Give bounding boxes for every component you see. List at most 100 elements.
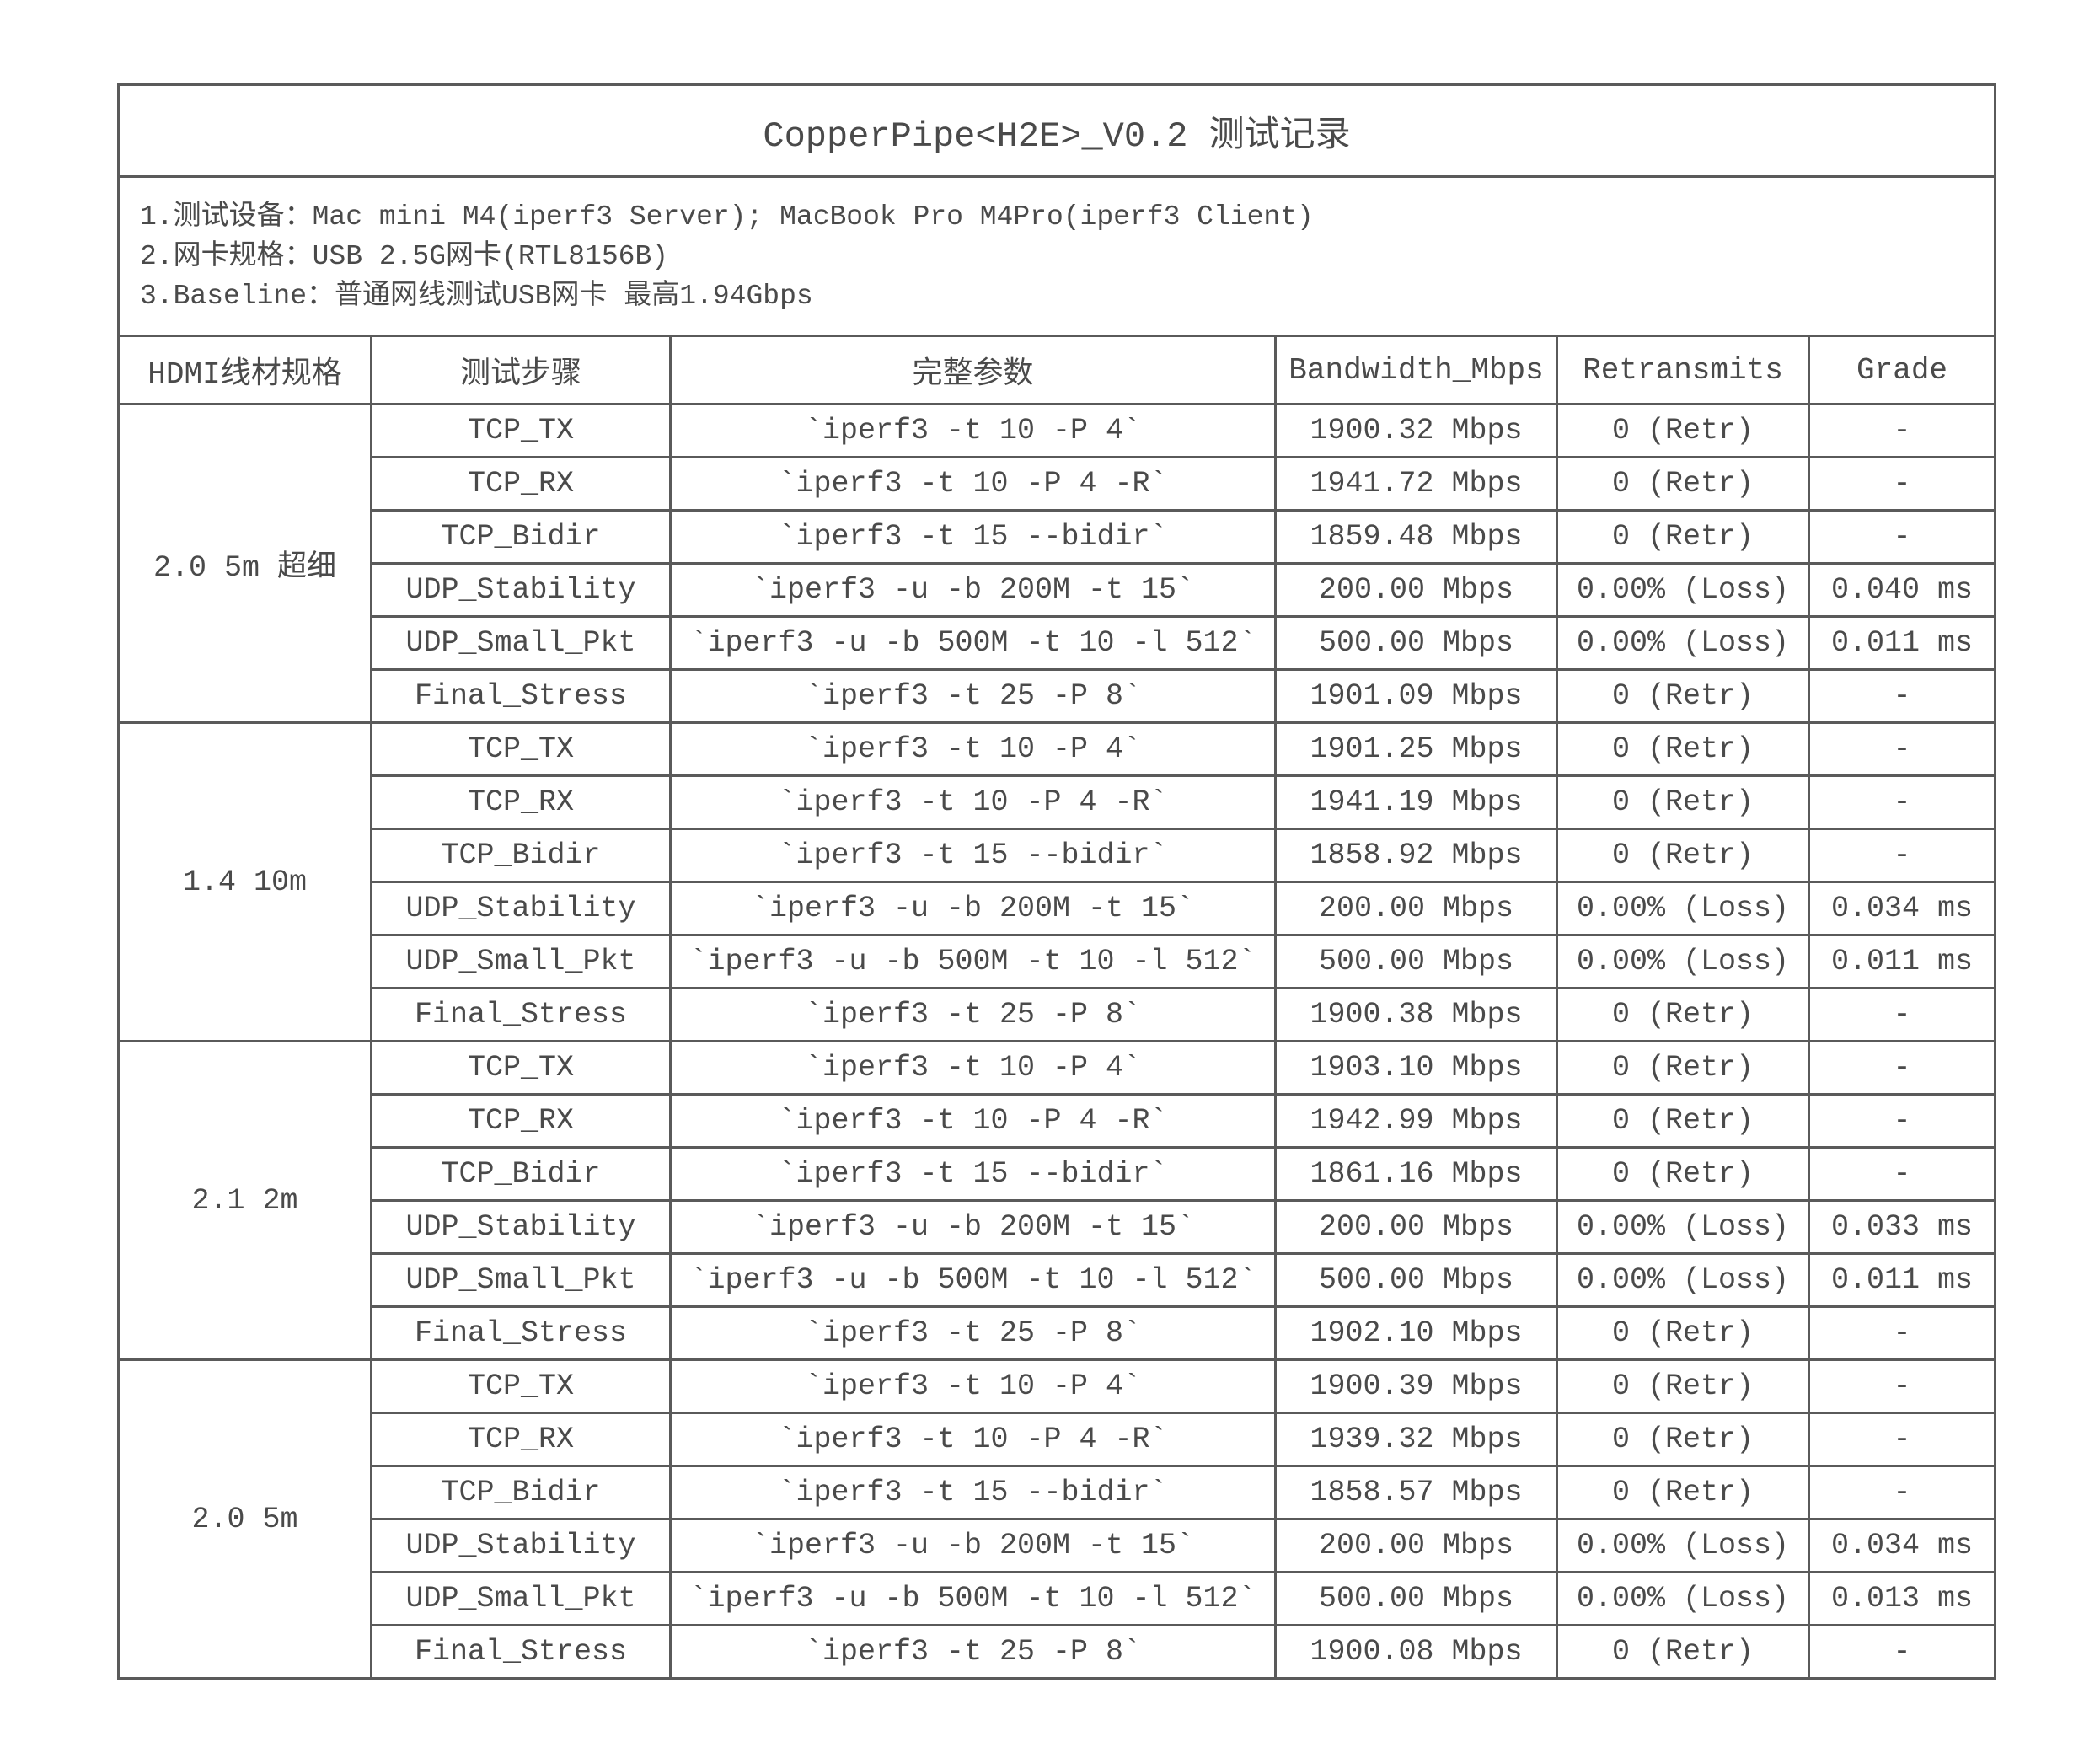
parameters-cell: `iperf3 -t 15 --bidir` — [669, 1465, 1277, 1520]
grade-cell: - — [1807, 509, 1997, 565]
bandwidth-cell: 500.00 Mbps — [1274, 1571, 1558, 1626]
parameters-cell: `iperf3 -t 25 -P 8` — [669, 987, 1277, 1042]
retransmits-cell: 0 (Retr) — [1556, 1093, 1810, 1149]
parameters-cell: `iperf3 -t 25 -P 8` — [669, 1624, 1277, 1680]
table-row: 2.0 5m 超细 TCP_TX `iperf3 -t 10 -P 4` 1900.3… — [117, 403, 1997, 724]
table-row: UDP_Small_Pkt `iperf3 -u -b 500M -t 10 -l… — [119, 934, 1997, 989]
header-test-step: 测试步骤 — [370, 335, 672, 405]
bandwidth-cell: 1900.38 Mbps — [1274, 987, 1558, 1042]
info-line-baseline: 3.Baseline：普通网线测试USB网卡 最高1.94Gbps — [140, 280, 813, 312]
test-step-cell: UDP_Stability — [370, 1518, 672, 1573]
parameters-cell: `iperf3 -t 15 --bidir` — [669, 1146, 1277, 1202]
header-parameters: 完整参数 — [669, 335, 1277, 405]
parameters-cell: `iperf3 -t 10 -P 4 -R` — [669, 1093, 1277, 1149]
table-row: TCP_Bidir `iperf3 -t 15 --bidir` 1861.16 M… — [119, 1146, 1997, 1202]
test-step-cell: TCP_RX — [370, 774, 672, 830]
retransmits-cell: 0 (Retr) — [1556, 403, 1810, 458]
table-row: UDP_Small_Pkt `iperf3 -u -b 500M -t 10 -l… — [119, 1252, 1997, 1308]
bandwidth-cell: 500.00 Mbps — [1274, 934, 1558, 989]
test-step-cell: TCP_Bidir — [370, 828, 672, 883]
retransmits-cell: 0.00% (Loss) — [1556, 1571, 1810, 1626]
table-row: TCP_Bidir `iperf3 -t 15 --bidir` 1859.48 M… — [119, 509, 1997, 565]
cable-spec-cell: 2.0 5m 超细 — [117, 403, 372, 724]
test-step-cell: UDP_Small_Pkt — [370, 1571, 672, 1626]
table-row: Final_Stress `iperf3 -t 25 -P 8` 1902.10 M… — [119, 1305, 1997, 1361]
retransmits-cell: 0.00% (Loss) — [1556, 881, 1810, 936]
parameters-cell: `iperf3 -u -b 500M -t 10 -l 512` — [669, 1571, 1277, 1626]
grade-cell: - — [1807, 403, 1997, 458]
table-row: TCP_Bidir `iperf3 -t 15 --bidir` 1858.57 M… — [119, 1465, 1997, 1520]
test-step-cell: UDP_Stability — [370, 881, 672, 936]
grade-cell: 0.034 ms — [1807, 1518, 1997, 1573]
bandwidth-cell: 1901.25 Mbps — [1274, 721, 1558, 777]
table-row: UDP_Stability `iperf3 -u -b 200M -t 15` 20… — [119, 881, 1997, 936]
test-step-cell: TCP_RX — [370, 1093, 672, 1149]
bandwidth-cell: 1900.39 Mbps — [1274, 1358, 1558, 1414]
table-row: UDP_Stability `iperf3 -u -b 200M -t 15` 20… — [119, 1199, 1997, 1255]
test-step-cell: Final_Stress — [370, 987, 672, 1042]
parameters-cell: `iperf3 -t 10 -P 4 -R` — [669, 456, 1277, 512]
bandwidth-cell: 1941.72 Mbps — [1274, 456, 1558, 512]
table-row: Final_Stress `iperf3 -t 25 -P 8` 1900.38 M… — [119, 987, 1997, 1042]
table-row: 2.0 5m TCP_TX `iperf3 -t 10 -P 4` 1900.39 M… — [117, 1358, 1997, 1680]
bandwidth-cell: 1942.99 Mbps — [1274, 1093, 1558, 1149]
parameters-cell: `iperf3 -u -b 200M -t 15` — [669, 881, 1277, 936]
grade-cell: - — [1807, 1093, 1997, 1149]
test-step-cell: UDP_Stability — [370, 562, 672, 618]
retransmits-cell: 0 (Retr) — [1556, 1146, 1810, 1202]
retransmits-cell: 0.00% (Loss) — [1556, 1252, 1810, 1308]
retransmits-cell: 0 (Retr) — [1556, 987, 1810, 1042]
grade-cell: 0.013 ms — [1807, 1571, 1997, 1626]
retransmits-cell: 0.00% (Loss) — [1556, 562, 1810, 618]
grade-cell: 0.034 ms — [1807, 881, 1997, 936]
test-step-cell: Final_Stress — [370, 1305, 672, 1361]
test-info: 1.测试设备：Mac mini M4(iperf3 Server); MacBo… — [116, 175, 1997, 337]
test-step-cell: UDP_Small_Pkt — [370, 615, 672, 671]
test-step-cell: TCP_Bidir — [370, 1465, 672, 1520]
test-step-cell: UDP_Small_Pkt — [370, 934, 672, 989]
parameters-cell: `iperf3 -t 10 -P 4 -R` — [669, 774, 1277, 830]
parameters-cell: `iperf3 -t 10 -P 4` — [669, 1040, 1277, 1096]
parameters-cell: `iperf3 -t 10 -P 4` — [669, 1358, 1277, 1414]
grade-cell: 0.011 ms — [1807, 615, 1997, 671]
parameters-cell: `iperf3 -u -b 200M -t 15` — [669, 562, 1277, 618]
retransmits-cell: 0 (Retr) — [1556, 774, 1810, 830]
test-step-cell: TCP_TX — [370, 403, 672, 458]
bandwidth-cell: 1941.19 Mbps — [1274, 774, 1558, 830]
bandwidth-cell: 1858.57 Mbps — [1274, 1465, 1558, 1520]
bandwidth-cell: 200.00 Mbps — [1274, 1518, 1558, 1573]
retransmits-cell: 0 (Retr) — [1556, 1358, 1810, 1414]
retransmits-cell: 0 (Retr) — [1556, 668, 1810, 724]
parameters-cell: `iperf3 -t 15 --bidir` — [669, 828, 1277, 883]
grade-cell: 0.040 ms — [1807, 562, 1997, 618]
parameters-cell: `iperf3 -t 25 -P 8` — [669, 1305, 1277, 1361]
retransmits-cell: 0.00% (Loss) — [1556, 1199, 1810, 1255]
parameters-cell: `iperf3 -t 15 --bidir` — [669, 509, 1277, 565]
cable-spec-cell: 1.4 10m — [117, 721, 372, 1042]
header-grade: Grade — [1807, 335, 1997, 405]
test-record-table: CopperPipe<H2E>_V0.2 测试记录 1.测试设备：Mac min… — [116, 83, 1997, 1680]
table-row: Final_Stress `iperf3 -t 25 -P 8` 1900.08 M… — [119, 1624, 1997, 1680]
table-row: 2.1 2m TCP_TX `iperf3 -t 10 -P 4` 1903.10 M… — [117, 1040, 1997, 1361]
table-row: Final_Stress `iperf3 -t 25 -P 8` 1901.09 M… — [119, 668, 1997, 724]
bandwidth-cell: 1939.32 Mbps — [1274, 1412, 1558, 1467]
table-row: TCP_Bidir `iperf3 -t 15 --bidir` 1858.92 M… — [119, 828, 1997, 883]
test-step-cell: TCP_Bidir — [370, 509, 672, 565]
header-bandwidth: Bandwidth_Mbps — [1274, 335, 1558, 405]
info-line-device: 1.测试设备：Mac mini M4(iperf3 Server); MacBo… — [140, 201, 1314, 233]
table-row: UDP_Small_Pkt `iperf3 -u -b 500M -t 10 -l… — [119, 615, 1997, 671]
parameters-cell: `iperf3 -u -b 200M -t 15` — [669, 1199, 1277, 1255]
bandwidth-cell: 500.00 Mbps — [1274, 615, 1558, 671]
bandwidth-cell: 200.00 Mbps — [1274, 1199, 1558, 1255]
parameters-cell: `iperf3 -u -b 500M -t 10 -l 512` — [669, 934, 1277, 989]
retransmits-cell: 0.00% (Loss) — [1556, 1518, 1810, 1573]
grade-cell: - — [1807, 1624, 1997, 1680]
grade-cell: 0.011 ms — [1807, 934, 1997, 989]
test-step-cell: Final_Stress — [370, 668, 672, 724]
grade-cell: - — [1807, 721, 1997, 777]
grade-cell: - — [1807, 1146, 1997, 1202]
header-row: HDMI线材规格 测试步骤 完整参数 Bandwidth_Mbps Retran… — [117, 335, 1997, 405]
table-row: UDP_Small_Pkt `iperf3 -u -b 500M -t 10 -l… — [119, 1571, 1997, 1626]
retransmits-cell: 0.00% (Loss) — [1556, 934, 1810, 989]
grade-cell: - — [1807, 456, 1997, 512]
